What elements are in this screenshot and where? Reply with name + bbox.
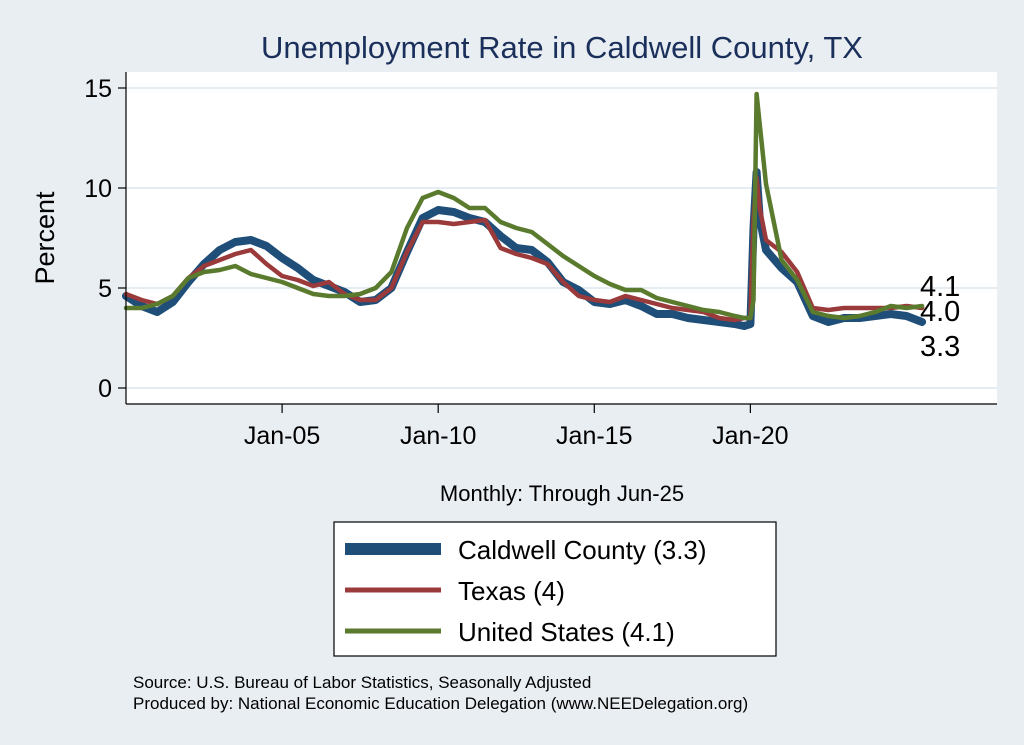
y-tick-label: 5 xyxy=(98,275,112,303)
gridlines xyxy=(126,87,997,389)
end-label-united-states: 4.1 xyxy=(920,271,960,303)
y-tick-label: 0 xyxy=(98,375,112,403)
legend: Caldwell County (3.3) Texas (4) United Sta… xyxy=(333,521,777,657)
plot-area xyxy=(126,72,997,404)
x-ticks: Jan-05 Jan-10 Jan-15 Jan-20 xyxy=(244,404,789,450)
y-axis-label: Percent xyxy=(30,191,60,285)
x-tick-label: Jan-05 xyxy=(244,422,320,450)
end-label-caldwell-county: 3.3 xyxy=(920,331,960,363)
legend-label: Caldwell County (3.3) xyxy=(458,535,707,565)
y-ticks: 0 5 10 15 xyxy=(84,75,126,403)
legend-label: United States (4.1) xyxy=(458,617,675,647)
end-label-texas: 4.0 xyxy=(920,296,960,328)
y-tick-label: 10 xyxy=(84,175,112,203)
legend-label: Texas (4) xyxy=(458,576,565,606)
series-lines xyxy=(122,91,927,330)
end-labels: 3.34.04.1 xyxy=(920,271,960,363)
legend-items: Caldwell County (3.3) Texas (4) United Sta… xyxy=(345,535,707,647)
y-tick-label: 15 xyxy=(84,75,112,103)
x-tick-label: Jan-10 xyxy=(400,422,476,450)
x-tick-label: Jan-15 xyxy=(556,422,632,450)
x-axis-label: Monthly: Through Jun-25 xyxy=(440,481,684,506)
source-line-2: Produced by: National Economic Education… xyxy=(133,694,748,713)
chart-title: Unemployment Rate in Caldwell County, TX xyxy=(261,30,863,65)
series-line-united-states xyxy=(123,91,925,321)
source-line-1: Source: U.S. Bureau of Labor Statistics,… xyxy=(133,673,591,692)
x-tick-label: Jan-20 xyxy=(712,422,788,450)
